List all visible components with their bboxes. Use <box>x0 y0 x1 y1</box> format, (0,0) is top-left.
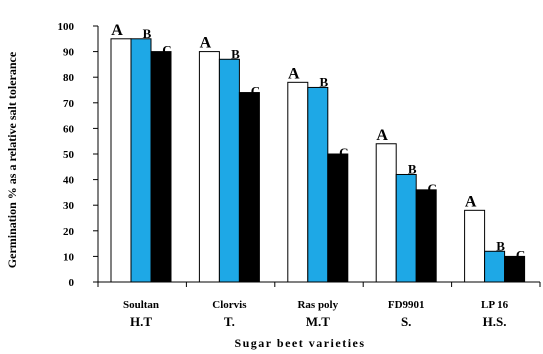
x-group-label: H.S. <box>483 314 507 329</box>
data-label: B <box>408 161 417 176</box>
y-tick-label: 80 <box>63 72 75 84</box>
data-label: B <box>319 74 328 89</box>
x-group-label: S. <box>401 314 411 329</box>
data-label: A <box>111 22 123 39</box>
data-label: C <box>162 43 171 58</box>
data-label: A <box>465 193 477 210</box>
y-tick-label: 0 <box>69 277 75 289</box>
y-tick-label: 100 <box>58 21 75 33</box>
x-group-label: T. <box>224 314 235 329</box>
bar <box>504 255 526 283</box>
x-tick-label: FD9901 <box>388 299 425 311</box>
y-tick-label: 20 <box>63 226 75 238</box>
bar <box>150 51 172 283</box>
data-label: C <box>516 247 525 262</box>
y-tick-label: 50 <box>63 149 75 161</box>
x-group-label: H.T <box>130 314 152 329</box>
data-label: B <box>231 46 240 61</box>
y-tick-label: 40 <box>63 175 75 187</box>
bar <box>287 81 309 283</box>
data-label: A <box>288 65 300 82</box>
bar <box>395 173 417 283</box>
bar <box>415 189 437 283</box>
y-tick-label: 70 <box>63 98 75 110</box>
data-label: B <box>143 26 152 41</box>
data-label: A <box>200 35 212 52</box>
bar <box>484 250 506 283</box>
y-tick-label: 30 <box>63 200 75 212</box>
data-label: B <box>496 238 505 253</box>
x-axis-title: Sugar beet varieties <box>234 336 365 350</box>
data-label: C <box>428 181 437 196</box>
x-tick-label: Ras poly <box>297 299 338 311</box>
x-tick-label: Clorvis <box>212 299 247 311</box>
bar <box>464 209 486 283</box>
bar <box>110 38 132 283</box>
bar <box>218 58 240 283</box>
bar <box>130 38 152 283</box>
y-axis-title: Germination % as a relative salt toleran… <box>5 51 19 268</box>
data-label: A <box>376 127 388 144</box>
bar <box>307 86 329 283</box>
y-tick-label: 90 <box>63 47 75 59</box>
x-group-label: M.T <box>306 314 331 329</box>
bar <box>198 51 220 283</box>
bar <box>375 143 397 283</box>
data-label: C <box>251 84 260 99</box>
bar <box>238 92 260 283</box>
data-label: C <box>339 145 348 160</box>
x-tick-label: LP 16 <box>481 299 509 311</box>
y-tick-label: 60 <box>63 123 75 135</box>
x-tick-label: Soultan <box>123 299 159 311</box>
y-tick-label: 10 <box>63 251 75 263</box>
bar <box>327 153 349 283</box>
